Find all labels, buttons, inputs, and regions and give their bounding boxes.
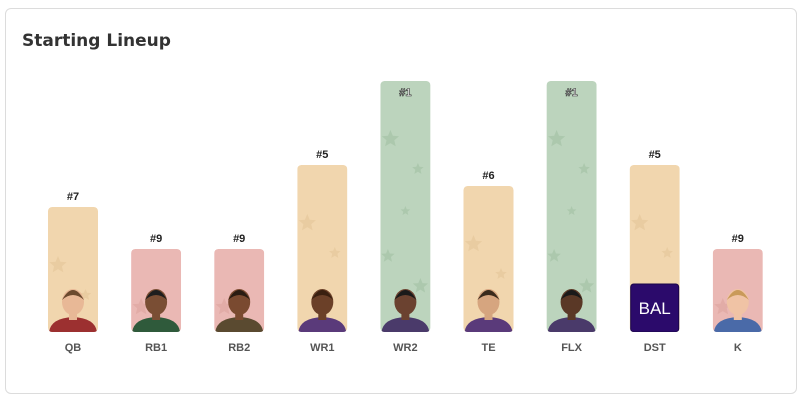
position-label: K <box>734 342 742 354</box>
rank-label: #1 <box>565 87 577 99</box>
star-icon <box>661 247 673 258</box>
player-neck <box>235 312 244 320</box>
rank-label: #7 <box>67 191 79 203</box>
bar-group-dst: BAL <box>629 165 680 332</box>
star-icon <box>381 249 395 262</box>
position-label: WR1 <box>310 342 334 354</box>
bar-group-te <box>463 186 514 332</box>
player-photo <box>464 289 513 332</box>
rank-label: #1 <box>399 87 411 99</box>
star-icon <box>412 278 428 293</box>
player-photo <box>381 289 430 332</box>
player-photo <box>713 289 762 332</box>
player-shirt <box>547 317 596 332</box>
player-hair <box>62 290 84 300</box>
player-hair <box>394 290 417 300</box>
star-icon <box>464 235 483 252</box>
star-icon <box>631 214 649 231</box>
player-shirt <box>298 317 347 332</box>
position-label: QB <box>65 342 82 354</box>
bar-group-wr1 <box>297 165 348 332</box>
star-icon <box>548 130 566 147</box>
player-neck <box>318 312 327 320</box>
player-shirt <box>713 317 762 332</box>
rank-label: #9 <box>732 233 744 245</box>
player-hair <box>311 290 334 300</box>
player-shirt <box>215 317 264 332</box>
player-neck <box>69 312 77 320</box>
bar-group-rb2 <box>214 249 265 332</box>
star-icon <box>547 249 561 262</box>
star-icon <box>49 256 67 273</box>
position-label: FLX <box>561 342 582 354</box>
position-label: DST <box>644 342 666 354</box>
star-icon <box>400 206 411 215</box>
player-neck <box>567 312 576 320</box>
rank-label: #5 <box>316 149 328 161</box>
team-logo <box>630 283 680 332</box>
rank-label: #9 <box>150 233 162 245</box>
rank-label: #9 <box>233 233 245 245</box>
bar-qb <box>48 207 98 332</box>
bar-group-k <box>712 249 763 332</box>
player-photo <box>547 289 596 332</box>
player-hair <box>228 290 251 300</box>
player-shirt <box>49 317 97 332</box>
bar-wr1 <box>297 165 348 332</box>
bar-te <box>463 186 514 332</box>
star-icon <box>381 130 399 147</box>
player-shirt <box>132 317 181 332</box>
rank-label: #5 <box>649 149 661 161</box>
player-photo <box>215 289 264 332</box>
player-hair <box>560 290 583 300</box>
player-hair <box>726 290 749 300</box>
player-shirt <box>381 317 430 332</box>
bar-group-wr2 <box>380 81 431 332</box>
player-neck <box>152 312 161 320</box>
player-neck <box>733 312 742 320</box>
star-icon <box>329 247 341 258</box>
player-shirt <box>464 317 513 332</box>
bar-group-flx <box>546 81 597 332</box>
player-photo <box>49 289 97 332</box>
bar-group-rb1 <box>131 249 182 332</box>
card-title: Starting Lineup <box>22 31 171 51</box>
team-logo-text: BAL <box>639 299 671 318</box>
player-photo <box>298 289 347 332</box>
star-icon <box>132 298 150 315</box>
star-icon <box>578 163 590 174</box>
bar-group-qb <box>48 207 98 332</box>
position-label: TE <box>481 342 495 354</box>
star-icon <box>579 278 595 293</box>
star-icon <box>566 206 577 215</box>
player-photo <box>132 289 181 332</box>
position-label: RB1 <box>145 342 167 354</box>
star-icon <box>298 214 316 231</box>
player-hair <box>477 290 500 300</box>
star-icon <box>412 163 424 174</box>
star-icon <box>215 298 233 315</box>
rank-label: #6 <box>482 170 494 182</box>
player-neck <box>484 312 493 320</box>
star-icon <box>714 298 732 315</box>
player-neck <box>401 312 410 320</box>
position-label: WR2 <box>393 342 417 354</box>
player-hair <box>145 290 168 300</box>
position-label: RB2 <box>228 342 250 354</box>
star-icon <box>495 268 507 279</box>
